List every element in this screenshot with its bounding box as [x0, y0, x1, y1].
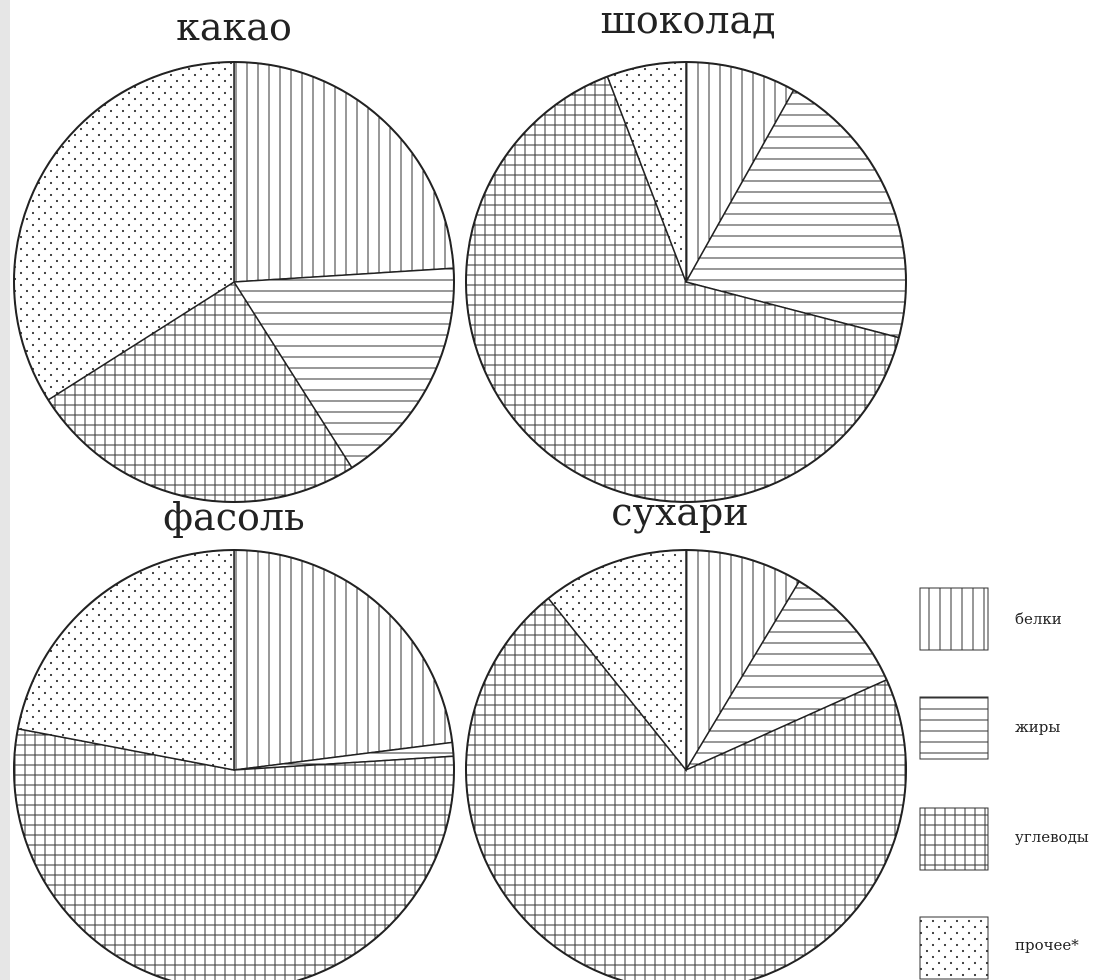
pie-outline-sukhari: [465, 549, 907, 980]
pie-outline-shokolad: [465, 61, 907, 503]
pie-title-fasol: фасоль: [163, 495, 304, 539]
pie-sukhari: [465, 549, 907, 980]
pie-fasol: [13, 549, 455, 980]
pie-outline-fasol: [13, 549, 455, 980]
pie-title-sukhari: сухари: [611, 490, 748, 534]
legend-swatch-zhiry: [919, 696, 989, 760]
pie-shokolad: [465, 61, 907, 503]
pie-title-shokolad: шоколад: [600, 0, 775, 42]
legend-label-uglevody: углеводы: [1015, 828, 1089, 846]
legend-swatch-uglevody: [919, 807, 989, 871]
pie-kakao: [13, 61, 455, 503]
left-border-strip: [0, 0, 10, 980]
legend: белки жиры углеводы прочее*: [919, 587, 1089, 980]
legend-swatch-prochee: [919, 916, 989, 980]
legend-label-prochee: прочее*: [1015, 936, 1079, 954]
legend-label-zhiry: жиры: [1015, 718, 1060, 736]
pie-outline-kakao: [13, 61, 455, 503]
pie-title-kakao: какао: [176, 5, 292, 49]
pie-slice-kakao-belki: [233, 61, 455, 283]
legend-swatch-belki: [919, 587, 989, 651]
pie-slice-fasol-belki: [233, 549, 454, 771]
legend-label-belki: белки: [1015, 610, 1062, 628]
